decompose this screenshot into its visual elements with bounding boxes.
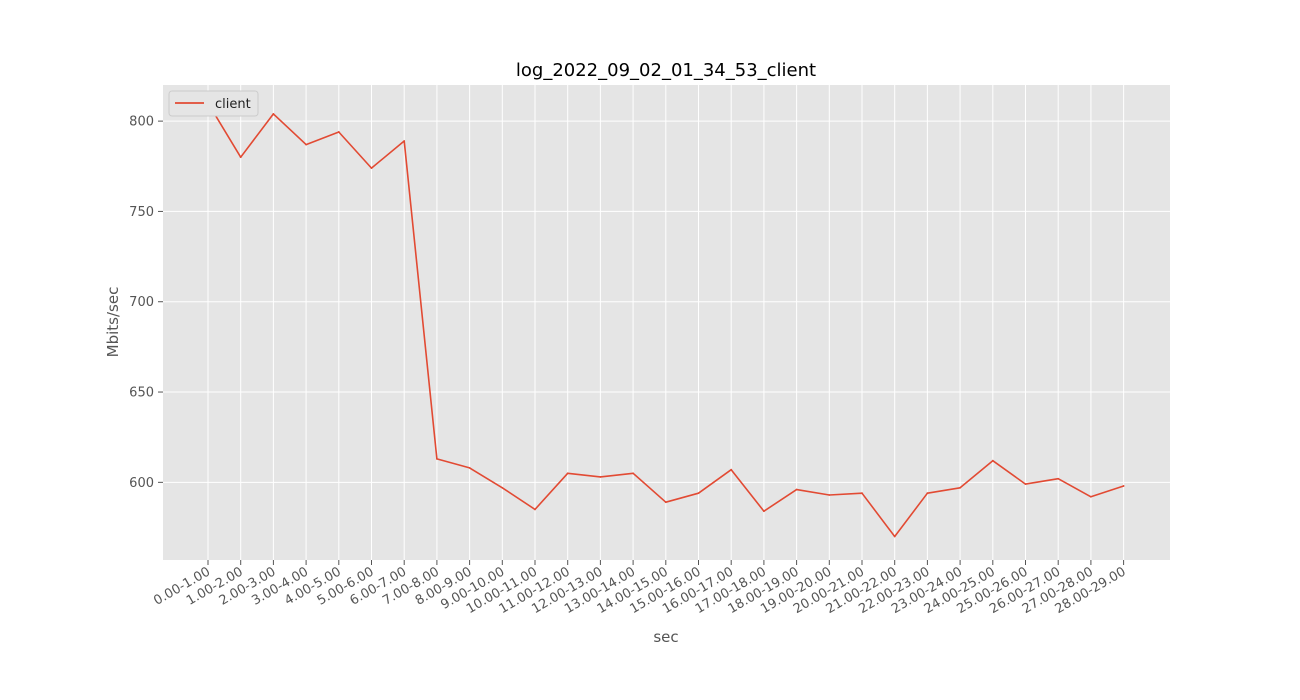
y-tick-label: 650 (129, 386, 154, 401)
x-tick-labels: 0.00-1.001.00-2.002.00-3.003.00-4.004.00… (151, 560, 1129, 617)
data-point (566, 472, 569, 475)
data-point (991, 459, 994, 462)
data-point (305, 143, 307, 146)
y-tick-label: 700 (129, 295, 154, 310)
data-point (795, 488, 798, 491)
data-point (861, 492, 863, 495)
legend: client (168, 90, 259, 117)
series-lines (207, 102, 1125, 538)
chart-title: log_2022_09_02_01_34_53_client (516, 60, 816, 81)
y-tick-label: 800 (129, 115, 154, 130)
x-axis-label: sec (653, 628, 678, 646)
y-tick-label: 750 (129, 205, 154, 220)
data-point (239, 156, 242, 159)
data-point (436, 457, 438, 460)
data-point (664, 501, 667, 504)
data-point (926, 492, 929, 495)
data-point (337, 131, 340, 133)
y-tick-labels: 600 650 700 750 800 (129, 115, 163, 491)
data-point (599, 476, 602, 478)
data-point (959, 486, 961, 489)
data-point (403, 140, 406, 142)
data-point (501, 486, 504, 489)
legend-label-client: client (215, 97, 251, 112)
data-point (534, 508, 536, 511)
data-point (468, 466, 471, 469)
grid-lines (163, 85, 1170, 560)
data-point (370, 167, 373, 169)
data-point (1122, 485, 1125, 487)
plot-area (163, 85, 1170, 560)
data-point (1057, 477, 1060, 480)
y-tick-label: 600 (129, 476, 154, 491)
data-point (893, 535, 896, 538)
data-point (1090, 495, 1092, 498)
data-point (763, 510, 765, 513)
data-point (697, 492, 700, 495)
data-point (730, 468, 733, 471)
y-axis-label: Mbits/sec (104, 287, 122, 358)
data-point (632, 472, 634, 475)
data-point (1024, 483, 1027, 486)
data-point (272, 112, 275, 115)
legend-box (168, 90, 259, 117)
data-point (828, 494, 831, 496)
